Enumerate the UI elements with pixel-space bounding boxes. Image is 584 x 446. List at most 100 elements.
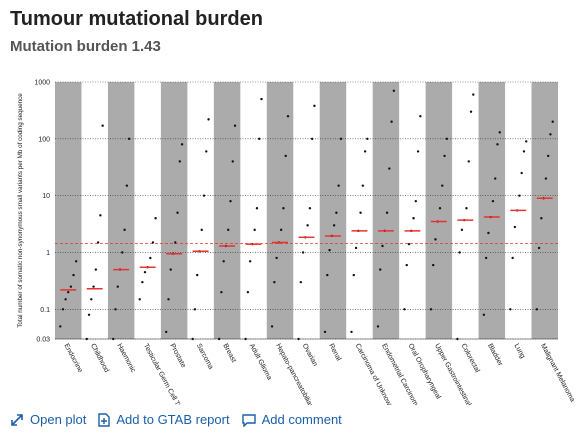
point (72, 273, 75, 277)
x-tick-label: Haemonic (115, 343, 136, 375)
point (537, 246, 541, 250)
band (160, 82, 188, 339)
label: Add comment (261, 412, 342, 427)
x-tick-label: Bladder (486, 343, 504, 368)
point (456, 337, 459, 341)
point (92, 285, 95, 288)
point (149, 256, 152, 260)
point (403, 308, 406, 311)
point (429, 308, 433, 311)
y-tick-label: 0.03 (36, 337, 50, 344)
point (306, 224, 309, 227)
point (445, 137, 449, 141)
point (246, 290, 250, 294)
point (273, 280, 276, 284)
point (67, 290, 70, 294)
point (465, 207, 468, 210)
point (99, 214, 102, 217)
point (127, 137, 131, 141)
point (286, 115, 290, 118)
x-tick-label: Malignant Melanoma (539, 343, 576, 404)
point (352, 273, 355, 277)
point (392, 89, 396, 93)
point (260, 97, 263, 101)
point (255, 207, 259, 210)
point (496, 143, 499, 146)
point (511, 256, 514, 260)
point (123, 228, 126, 232)
point (59, 325, 62, 328)
point (337, 184, 340, 187)
band (213, 82, 241, 339)
add-comment-button[interactable]: Add comment (241, 412, 342, 427)
point (178, 160, 182, 163)
point (74, 260, 78, 263)
point (441, 184, 444, 187)
point (458, 251, 461, 254)
point (85, 337, 88, 341)
band (55, 82, 82, 339)
point (299, 280, 303, 284)
point (90, 298, 93, 301)
point (282, 207, 285, 210)
point (200, 228, 203, 232)
point (244, 337, 247, 341)
point (141, 280, 144, 284)
band (107, 82, 135, 339)
point (412, 217, 415, 220)
point (205, 150, 208, 153)
point (518, 194, 521, 197)
point (207, 118, 210, 121)
band (425, 82, 453, 339)
point (196, 273, 199, 277)
point (169, 268, 172, 271)
point (522, 150, 526, 153)
y-tick-label: 10 (42, 193, 50, 200)
point (308, 207, 312, 210)
x-tick-label: Testicular Germ Cell Tumours (142, 343, 192, 405)
x-tick-label: Childhood (89, 343, 110, 374)
y-tick-label: 1 (46, 250, 50, 257)
point (297, 337, 300, 341)
point (220, 290, 223, 294)
band (266, 82, 294, 339)
point (546, 154, 550, 158)
point (350, 330, 353, 334)
icon (11, 413, 23, 426)
point (328, 248, 331, 252)
point (491, 199, 495, 203)
point (284, 154, 287, 158)
band (478, 82, 506, 339)
point (354, 246, 358, 250)
point (407, 242, 411, 246)
point (193, 308, 197, 311)
point (431, 263, 435, 267)
point (96, 241, 100, 244)
point (513, 225, 517, 229)
y-tick-label: 100 (38, 136, 50, 143)
point (227, 228, 230, 232)
point (154, 217, 157, 220)
point (61, 308, 65, 311)
point (101, 124, 104, 127)
point (544, 177, 548, 180)
x-tick-label: Endocrine (62, 343, 83, 374)
point (379, 268, 382, 271)
icon (98, 412, 111, 427)
point (253, 228, 256, 232)
point (339, 137, 343, 141)
point (487, 231, 490, 235)
point (469, 110, 473, 113)
point (229, 199, 232, 203)
open-plot-button[interactable]: Open plot (10, 412, 86, 427)
point (434, 238, 437, 241)
point (164, 330, 168, 334)
point (64, 298, 67, 301)
add-report-button[interactable]: Add to GTAB report (98, 412, 230, 427)
point (419, 115, 422, 118)
point (258, 137, 261, 141)
point (326, 273, 329, 277)
x-tick-label: Sarcoma (195, 343, 214, 371)
point (313, 104, 316, 108)
point (114, 308, 117, 311)
